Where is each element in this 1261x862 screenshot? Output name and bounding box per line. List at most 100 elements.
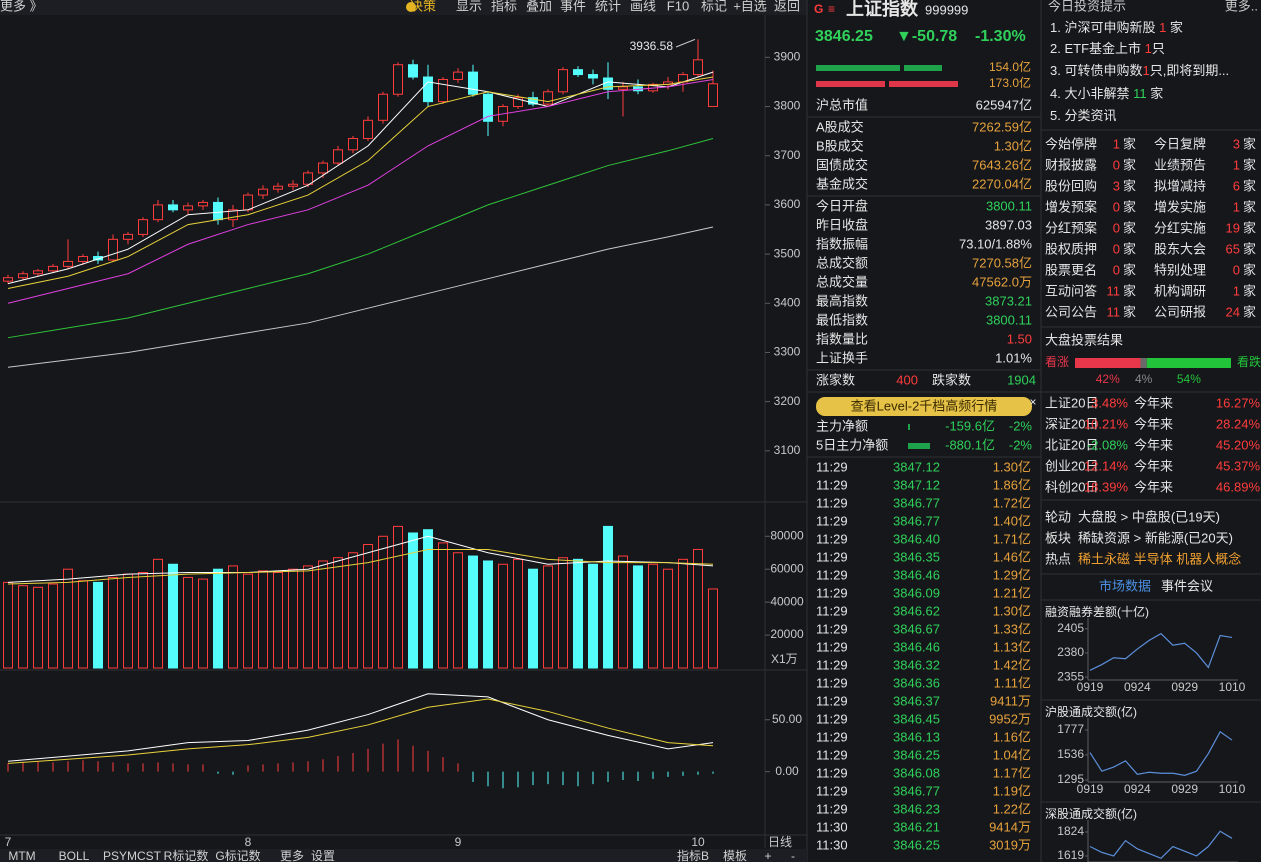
volume-bar: [198, 578, 208, 669]
tab[interactable]: 市场数据: [1099, 578, 1151, 593]
toolbar-button[interactable]: 画线: [630, 0, 656, 13]
menu-icon[interactable]: ≡: [828, 2, 835, 16]
more-link[interactable]: 更多..: [1225, 0, 1258, 13]
perf-value: 46.89%: [1216, 479, 1261, 494]
toolbar-button[interactable]: 统计: [595, 0, 621, 13]
count-label[interactable]: 股份回购: [1045, 178, 1097, 193]
tip-item[interactable]: 1. 沪深可申购新股 1 家: [1050, 20, 1183, 35]
vote-pct: 42%: [1096, 372, 1120, 386]
mini-chart-title: 沪股通成交额(亿): [1045, 704, 1137, 719]
trade-amount: 1.04亿: [993, 747, 1031, 762]
count-label[interactable]: 分红预案: [1045, 220, 1097, 235]
count-label[interactable]: 增发实施: [1154, 199, 1206, 214]
trade-amount: 1.86亿: [993, 477, 1031, 492]
toolbar-button[interactable]: 事件: [560, 0, 586, 13]
volume-bar: [348, 552, 358, 669]
tool-button[interactable]: +: [764, 849, 771, 862]
trade-amount: 3019万: [989, 837, 1031, 852]
count-value: 1: [1233, 283, 1240, 298]
volume-bar: [378, 535, 388, 669]
count-label[interactable]: 分红实施: [1154, 220, 1206, 235]
toolbar-button[interactable]: 显示: [456, 0, 482, 13]
toolbar-button[interactable]: 返回: [774, 0, 800, 13]
vote-pct: 54%: [1177, 372, 1201, 386]
tab[interactable]: 事件会议: [1161, 578, 1213, 593]
count-label[interactable]: 公司研报: [1154, 304, 1206, 319]
tip-item[interactable]: 2. ETF基金上市 1只: [1050, 41, 1165, 56]
stat-label: 跌家数: [932, 372, 971, 387]
count-unit: 家: [1123, 199, 1136, 214]
flag: G: [814, 2, 823, 16]
toolbar-button[interactable]: 决策: [410, 0, 436, 13]
count-value: 65: [1226, 241, 1240, 256]
more-link[interactable]: 更多 》: [0, 0, 43, 13]
count-unit: 家: [1123, 304, 1136, 319]
count-label[interactable]: 财报披露: [1045, 157, 1097, 172]
indicator-tab[interactable]: PSY: [103, 849, 127, 862]
toolbar-button[interactable]: +自选: [733, 0, 767, 13]
trade-time: 11:29: [816, 765, 848, 780]
tool-button[interactable]: 指标B: [677, 848, 709, 862]
stat-label: 国债成交: [816, 157, 868, 172]
candle-body: [3, 277, 13, 282]
level2-banner[interactable]: [816, 397, 1032, 416]
count-label[interactable]: 股权质押: [1045, 241, 1097, 256]
perf-value: 28.24%: [1216, 416, 1261, 431]
count-label[interactable]: 股东大会: [1154, 241, 1206, 256]
average-line: [7, 535, 714, 583]
tip-item[interactable]: 3. 可转债申购数1只,即将到期...: [1050, 63, 1229, 78]
trade-price: 3846.40: [893, 531, 940, 546]
close-button[interactable]: ×: [1029, 395, 1036, 409]
count-label[interactable]: 特别处理: [1154, 262, 1206, 277]
trade-amount: 1.30亿: [993, 459, 1031, 474]
toolbar-button[interactable]: 指标: [491, 0, 517, 13]
candle-body: [288, 183, 298, 187]
candle-body: [468, 71, 478, 95]
trade-price: 3846.13: [893, 729, 940, 744]
count-label[interactable]: 机构调研: [1154, 283, 1206, 298]
indicator-tab[interactable]: 设置: [311, 849, 335, 862]
average-line: [7, 78, 714, 304]
candle-body: [168, 204, 178, 211]
count-label[interactable]: 增发预案: [1045, 199, 1097, 214]
indicator-tab[interactable]: 更多: [280, 849, 304, 862]
count-label[interactable]: 今日复牌: [1154, 136, 1206, 151]
count-label[interactable]: 拟增减持: [1154, 178, 1206, 193]
count-label[interactable]: 公司公告: [1045, 304, 1097, 319]
change-pct: -1.30%: [975, 28, 1026, 45]
trade-price: 3846.77: [893, 783, 940, 798]
indicator-tab[interactable]: G标记数: [215, 848, 260, 862]
x-tick-label: 0929: [1171, 782, 1198, 796]
tip-item[interactable]: 4. 大小非解禁 11 家: [1050, 86, 1163, 101]
x-tick-label: 0929: [1171, 680, 1198, 694]
indicator-tab[interactable]: R标记数: [164, 848, 209, 862]
indicator-tab[interactable]: MTM: [8, 849, 35, 862]
count-label[interactable]: 今始停牌: [1045, 136, 1097, 151]
candle-body: [243, 194, 253, 211]
count-label[interactable]: 股票更名: [1045, 262, 1097, 277]
candle-body: [108, 238, 118, 261]
toolbar-button[interactable]: F10: [667, 0, 689, 13]
trade-time: 11:29: [816, 747, 848, 762]
stat-value: 7262.59亿: [972, 119, 1032, 134]
tool-button[interactable]: -: [791, 849, 795, 862]
rotation-text: 稀缺资源 > 新能源(已20天): [1078, 530, 1233, 545]
indicator-tab[interactable]: MCST: [127, 849, 162, 862]
candle-body: [513, 97, 523, 108]
count-label[interactable]: 业绩预告: [1154, 157, 1206, 172]
candle-body: [18, 273, 28, 279]
tip-item[interactable]: 5. 分类资讯: [1050, 108, 1116, 123]
volume-bar: [678, 558, 688, 669]
tool-button[interactable]: 模板: [723, 849, 747, 862]
perf-value: 12.14%: [1084, 458, 1129, 473]
count-label[interactable]: 互动问答: [1045, 283, 1097, 298]
trade-time: 11:29: [816, 657, 848, 672]
rotation-key: 热点: [1045, 551, 1071, 566]
volume-bar: [558, 557, 568, 669]
toolbar-button[interactable]: 标记: [701, 0, 727, 13]
stat-label: 最低指数: [816, 312, 868, 327]
indicator-tab[interactable]: BOLL: [59, 849, 90, 862]
level2-link[interactable]: 查看Level-2千档高频行情: [851, 398, 998, 413]
toolbar-button[interactable]: 叠加: [526, 0, 552, 13]
